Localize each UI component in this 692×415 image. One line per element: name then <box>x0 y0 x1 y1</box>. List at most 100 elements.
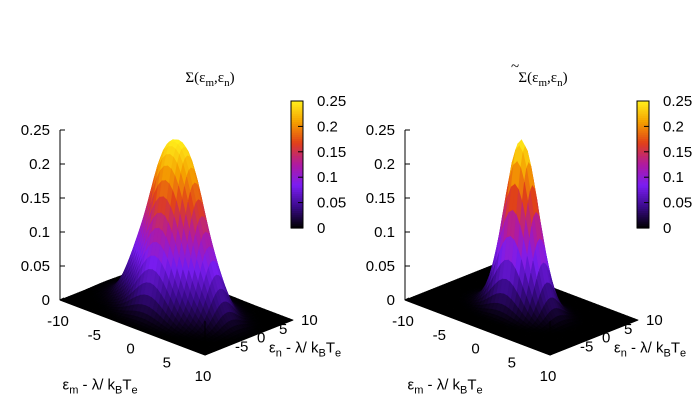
colorbar-band <box>637 172 649 176</box>
z-tick-label: 0.25 <box>21 122 50 139</box>
colorbar-band <box>637 194 649 197</box>
colorbar-band <box>637 175 649 178</box>
colorbar-band <box>637 215 649 219</box>
x-tick-label: 5 <box>163 354 171 371</box>
colorbar-band <box>291 221 303 225</box>
z-tick-label: 0 <box>387 292 395 309</box>
colorbar-band <box>637 124 649 127</box>
colorbar-tick-label: 0.05 <box>663 195 692 212</box>
colorbar-band <box>291 219 303 223</box>
colorbar-band <box>291 194 303 197</box>
colorbar-band <box>637 103 649 106</box>
y-axis-label: εn - λ/ kBTe <box>614 340 686 360</box>
colorbar-band <box>637 179 649 183</box>
x-axis-label: εm - λ/ kBTe <box>408 377 483 397</box>
colorbar-tick-label: 0.2 <box>663 118 684 135</box>
colorbar-band <box>637 126 649 130</box>
colorbar-band <box>291 168 303 172</box>
colorbar-band <box>637 105 649 108</box>
colorbar-band <box>291 156 303 159</box>
colorbar-band <box>637 217 649 221</box>
colorbar-band <box>637 177 649 180</box>
colorbar-band <box>291 134 303 138</box>
colorbar-band <box>637 192 649 195</box>
colorbar-band <box>637 170 649 174</box>
z-tick-label: 0.05 <box>366 258 395 275</box>
colorbar-band <box>291 183 303 187</box>
colorbar-band <box>637 200 649 204</box>
colorbar-band <box>291 160 303 163</box>
colorbar-tick-label: 0.15 <box>317 144 346 161</box>
colorbar-band <box>291 162 303 166</box>
x-tick-label: -10 <box>47 313 69 330</box>
x-tick-mark <box>132 325 137 328</box>
x-tick-mark <box>441 311 446 315</box>
colorbar-band <box>291 181 303 185</box>
x-tick-label: 0 <box>471 341 479 358</box>
colorbar-band <box>291 124 303 127</box>
colorbar-band <box>637 221 649 225</box>
x-tick-mark <box>513 338 518 342</box>
y-tick-label: 10 <box>646 312 663 329</box>
colorbar-band <box>291 120 303 123</box>
colorbar-tick-label: 0 <box>317 220 325 237</box>
colorbar-band <box>637 168 649 172</box>
colorbar-tick-label: 0.2 <box>317 118 338 135</box>
plot-title: Σ(εm,εn)~ <box>511 59 568 89</box>
colorbar-band <box>291 215 303 219</box>
colorbar-band <box>637 132 649 136</box>
z-tick-label: 0.15 <box>366 190 395 207</box>
colorbar-tick-label: 0.1 <box>663 169 684 186</box>
svg-text:Σ(εm,εn): Σ(εm,εn) <box>185 70 234 89</box>
surface-mesh <box>404 139 639 356</box>
colorbar-band <box>637 130 649 134</box>
z-tick-label: 0.15 <box>21 190 50 207</box>
colorbar-band <box>637 208 649 212</box>
colorbar-band <box>637 219 649 223</box>
colorbar-band <box>291 113 303 117</box>
x-tick-label: 0 <box>126 341 134 358</box>
colorbar-band <box>637 111 649 115</box>
colorbar-band <box>291 208 303 212</box>
colorbar-band <box>291 189 303 193</box>
colorbar-band <box>291 198 303 202</box>
colorbar-band <box>637 117 649 121</box>
colorbar-band <box>291 211 303 214</box>
colorbar-band <box>291 151 303 155</box>
colorbar-band <box>291 206 303 210</box>
colorbar-band <box>291 101 303 104</box>
colorbar-tick-label: 0.25 <box>663 93 692 110</box>
colorbar-band <box>637 206 649 210</box>
colorbar-band <box>291 149 303 153</box>
plot-title: Σ(εm,εn) <box>185 70 234 89</box>
y-tick-label: -5 <box>235 338 248 355</box>
colorbar-band <box>291 185 303 189</box>
colorbar-band <box>291 217 303 221</box>
colorbar-band <box>291 122 303 125</box>
colorbar-band <box>637 223 649 227</box>
colorbar-band <box>291 164 303 168</box>
colorbar-frame <box>290 100 304 229</box>
colorbar-band <box>291 158 303 161</box>
y-tick-label: 0 <box>257 330 265 347</box>
y-tick-label: 5 <box>279 321 287 338</box>
colorbar-band <box>291 172 303 176</box>
colorbar-band <box>291 225 303 229</box>
colorbar-band <box>291 139 303 142</box>
colorbar-band <box>291 153 303 157</box>
colorbar-band <box>291 145 303 149</box>
colorbar-band <box>291 170 303 174</box>
colorbar-band <box>291 175 303 178</box>
colorbar-band <box>637 189 649 193</box>
colorbar-band <box>637 213 649 216</box>
colorbar-tick-label: 0.15 <box>663 144 692 161</box>
colorbar-band <box>637 166 649 170</box>
x-tick-mark <box>59 297 65 301</box>
colorbar-band <box>291 223 303 227</box>
colorbar: 0 0.05 0.1 0.15 0.2 0.25 <box>636 93 692 237</box>
colorbar-band <box>637 120 649 123</box>
colorbar-band <box>637 109 649 113</box>
colorbar-band <box>637 151 649 155</box>
